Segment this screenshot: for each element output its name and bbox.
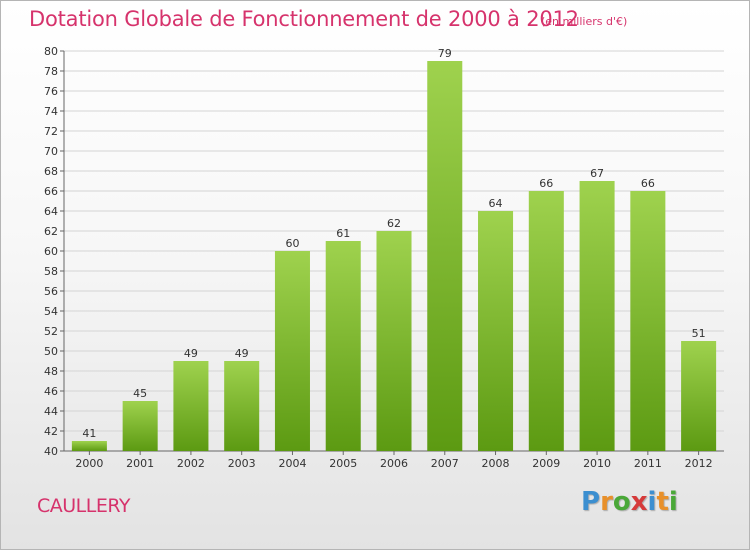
x-tick-label: 2004	[278, 457, 306, 470]
y-tick-label: 42	[44, 425, 58, 438]
value-label-2005: 61	[336, 227, 350, 240]
bar-2008	[478, 211, 514, 451]
value-label-2007: 79	[438, 47, 452, 60]
x-tick-label: 2011	[634, 457, 662, 470]
bar-2005	[325, 241, 361, 451]
y-tick-label: 60	[44, 245, 58, 258]
bar-2007	[427, 61, 463, 451]
y-tick-label: 70	[44, 145, 58, 158]
y-tick-label: 58	[44, 265, 58, 278]
y-tick-label: 54	[44, 305, 58, 318]
value-label-2001: 45	[133, 387, 147, 400]
bar-2010	[579, 181, 615, 451]
bar-2002	[173, 361, 209, 451]
x-tick-label: 2012	[685, 457, 713, 470]
x-tick-label: 2009	[532, 457, 560, 470]
value-label-2000: 41	[82, 427, 96, 440]
x-tick-label: 2006	[380, 457, 408, 470]
logo-letter: i	[668, 487, 678, 517]
y-tick-label: 68	[44, 165, 58, 178]
y-tick-label: 56	[44, 285, 58, 298]
y-tick-label: 48	[44, 365, 58, 378]
y-tick-label: 44	[44, 405, 58, 418]
y-tick-label: 66	[44, 185, 58, 198]
logo-letter: t	[656, 487, 669, 517]
bar-2012	[681, 341, 717, 451]
labels: 40 42 44 46 48 50 52 54 56 58 60 62 64 66 68 70 72 74 76 78…	[44, 45, 713, 470]
x-tick-label: 2000	[75, 457, 103, 470]
y-tick-label: 64	[44, 205, 58, 218]
logo-letter: x	[630, 487, 648, 517]
value-label-2002: 49	[184, 347, 198, 360]
bar-2000	[71, 441, 107, 451]
logo-letter: o	[612, 487, 631, 517]
value-label-2012: 51	[692, 327, 706, 340]
value-label-2009: 66	[539, 177, 553, 190]
y-tick-label: 80	[44, 45, 58, 58]
logo-letter: P	[581, 487, 601, 517]
bar-2003	[224, 361, 260, 451]
x-tick-label: 2002	[177, 457, 205, 470]
x-tick-label: 2010	[583, 457, 611, 470]
proxiti-logo: Proxiti	[581, 487, 678, 517]
commune-name: CAULLERY	[37, 495, 130, 517]
x-tick-label: 2001	[126, 457, 154, 470]
y-tick-label: 52	[44, 325, 58, 338]
value-label-2010: 67	[590, 167, 604, 180]
value-label-2004: 60	[285, 237, 299, 250]
bar-2009	[528, 191, 564, 451]
logo-letter: r	[600, 487, 613, 517]
bar-2001	[122, 401, 158, 451]
chart-title: Dotation Globale de Fonctionnement de 20…	[29, 7, 579, 31]
chart-subtitle: (en milliers d'€)	[541, 15, 628, 28]
x-tick-label: 2005	[329, 457, 357, 470]
y-tick-label: 50	[44, 345, 58, 358]
y-tick-label: 76	[44, 85, 58, 98]
logo-letter: i	[647, 487, 657, 517]
y-tick-label: 74	[44, 105, 58, 118]
y-tick-label: 40	[44, 445, 58, 458]
value-label-2008: 64	[489, 197, 503, 210]
value-label-2011: 66	[641, 177, 655, 190]
x-tick-label: 2008	[482, 457, 510, 470]
y-tick-label: 62	[44, 225, 58, 238]
x-tick-label: 2007	[431, 457, 459, 470]
bar-2011	[630, 191, 666, 451]
y-tick-label: 72	[44, 125, 58, 138]
value-label-2006: 62	[387, 217, 401, 230]
bars	[71, 61, 717, 451]
bar-2004	[274, 251, 310, 451]
bar-2006	[376, 231, 412, 451]
value-label-2003: 49	[235, 347, 249, 360]
y-tick-label: 46	[44, 385, 58, 398]
y-tick-label: 78	[44, 65, 58, 78]
x-tick-label: 2003	[228, 457, 256, 470]
